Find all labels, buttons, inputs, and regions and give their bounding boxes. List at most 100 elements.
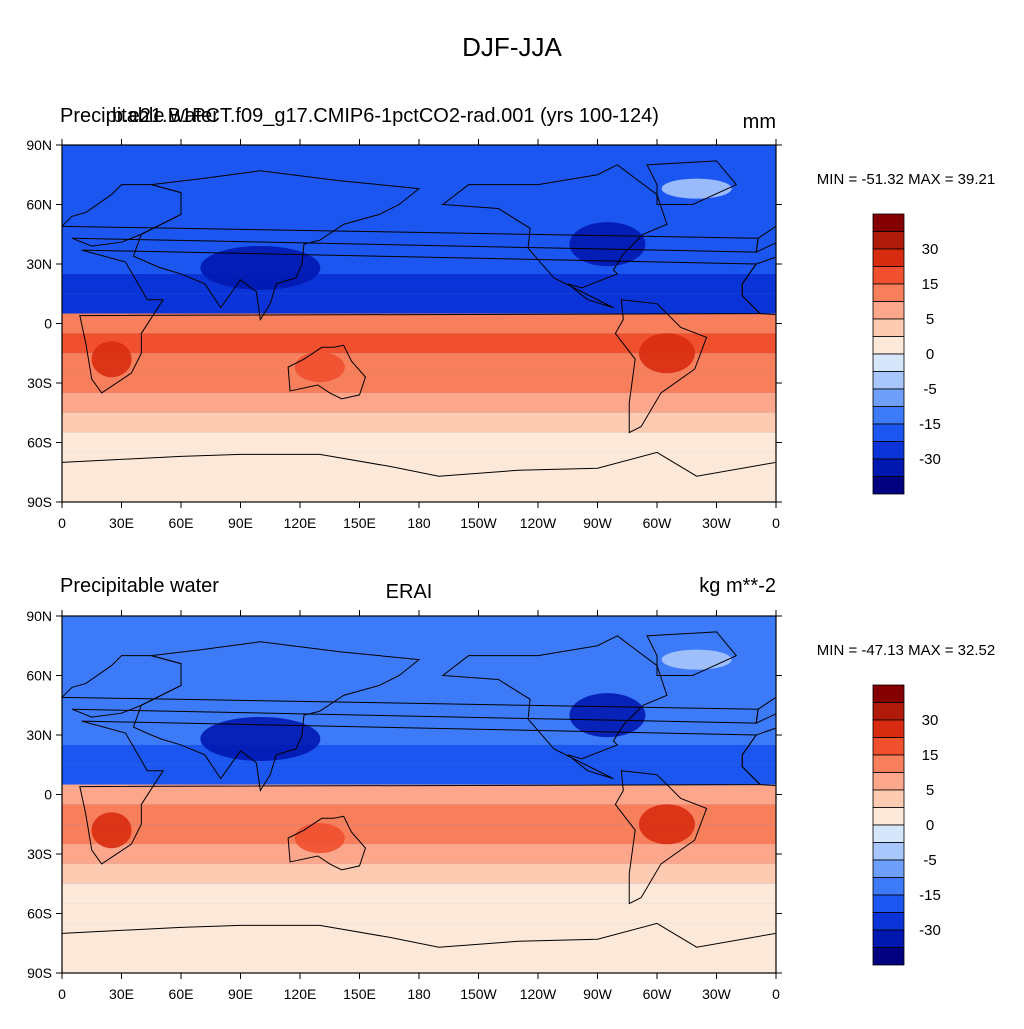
colorbar-label: -5	[923, 381, 936, 398]
x-tick-label: 60W	[643, 986, 673, 1002]
colorbar-swatch	[872, 371, 905, 390]
colorbar-swatch	[872, 301, 905, 320]
colorbar-swatch	[872, 318, 905, 337]
field-anomaly-australia	[294, 352, 345, 383]
colorbar-swatch	[872, 789, 905, 808]
field-band	[62, 145, 776, 274]
x-tick-label: 0	[58, 515, 66, 531]
colorbar-label: 15	[922, 747, 939, 764]
coastline-africa	[79, 720, 762, 865]
coastlines	[62, 160, 776, 502]
field-anomaly-asia	[200, 245, 321, 290]
colorbar-swatch	[872, 894, 905, 913]
x-tick-label: 60E	[169, 986, 194, 1002]
y-tick-label: 60N	[26, 197, 52, 213]
field-anomaly-samerica	[638, 804, 695, 845]
y-tick-label: 60S	[27, 435, 52, 451]
y-tick-label: 60N	[26, 668, 52, 684]
x-tick-label: 60E	[169, 515, 194, 531]
colorbar-label: 30	[922, 712, 939, 729]
coastline-asia	[132, 170, 421, 321]
field-band	[62, 273, 776, 294]
panel-units: mm	[743, 111, 776, 133]
colorbar-swatch	[872, 754, 905, 773]
coastline-namerica	[441, 164, 668, 309]
y-tick-label: 90N	[26, 137, 52, 153]
colorbar-swatch	[872, 213, 905, 232]
field-band	[62, 452, 776, 502]
map-field	[62, 616, 776, 973]
coastline-australia	[287, 344, 367, 400]
colorbar-swatch	[872, 807, 905, 826]
colorbar-swatch	[872, 476, 905, 495]
colorbar-label: 5	[926, 782, 934, 799]
colorbar-label: 30	[922, 241, 939, 258]
colorbar-swatch	[872, 842, 905, 861]
y-tick-label: 30S	[27, 375, 52, 391]
x-tick-label: 90W	[583, 986, 613, 1002]
colorbar-swatch	[872, 231, 905, 250]
colorbar-swatch	[872, 859, 905, 878]
colorbar-label: -15	[919, 887, 941, 904]
coastline-greenland	[646, 160, 738, 205]
coastline-australia	[287, 815, 367, 871]
field-band	[62, 923, 776, 973]
x-tick-label: 120E	[284, 515, 317, 531]
panel-bottom: 0 30E 60E 90E 120E 150E 180 150W 120W 90W 60W 30W 09…	[26, 575, 995, 1002]
figure-title: DJF-JJA	[462, 32, 562, 62]
x-tick-label: 0	[772, 986, 780, 1002]
x-tick-label: 90W	[583, 515, 613, 531]
x-tick-label: 0	[772, 515, 780, 531]
colorbar-label: 0	[926, 817, 934, 834]
x-tick-label: 180	[407, 986, 431, 1002]
colorbar-swatch	[872, 929, 905, 948]
y-tick-label: 30N	[26, 256, 52, 272]
field-band	[62, 293, 776, 314]
colorbar-label: -30	[919, 922, 941, 939]
x-tick-label: 120E	[284, 986, 317, 1002]
coastline-antarctica	[62, 451, 776, 502]
coastlines	[62, 631, 776, 973]
field-band	[62, 784, 776, 805]
colorbar-swatch	[872, 737, 905, 756]
x-tick-label: 180	[407, 515, 431, 531]
field-band	[62, 353, 776, 374]
x-tick-label: 150W	[460, 986, 497, 1002]
panel-left-title: Precipitable water	[60, 575, 219, 597]
x-tick-label: 0	[58, 986, 66, 1002]
x-tick-label: 30E	[109, 515, 134, 531]
panel-left-title: Precipitable water	[60, 105, 219, 127]
field-band	[62, 824, 776, 845]
colorbar-swatch	[872, 824, 905, 843]
colorbar-swatch	[872, 248, 905, 267]
x-tick-label: 90E	[228, 515, 253, 531]
colorbar-swatch	[872, 441, 905, 460]
field-band	[62, 616, 776, 745]
colorbar-label: 0	[926, 346, 934, 363]
field-band	[62, 412, 776, 433]
field-anomaly-africa	[91, 341, 132, 378]
colorbar-swatch	[872, 353, 905, 372]
colorbar-swatch	[872, 388, 905, 407]
coastline-samerica	[614, 770, 708, 905]
x-tick-label: 30W	[702, 986, 732, 1002]
min-max-label: MIN = -51.32 MAX = 39.21	[817, 171, 995, 188]
field-anomaly-asia	[200, 716, 321, 761]
field-band	[62, 313, 776, 334]
colorbar-swatch	[872, 772, 905, 791]
field-band	[62, 744, 776, 765]
colorbar-label: -30	[919, 451, 941, 468]
x-tick-label: 30W	[702, 515, 732, 531]
coastline-namerica	[441, 635, 668, 780]
field-band	[62, 432, 776, 453]
y-tick-label: 30N	[26, 727, 52, 743]
x-tick-label: 150E	[343, 986, 376, 1002]
y-tick-label: 0	[44, 316, 52, 332]
colorbar-swatch	[872, 283, 905, 302]
coastline-africa	[79, 249, 762, 394]
colorbar-swatch	[872, 702, 905, 721]
colorbar-swatch	[872, 684, 905, 703]
colorbar-swatch	[872, 912, 905, 931]
